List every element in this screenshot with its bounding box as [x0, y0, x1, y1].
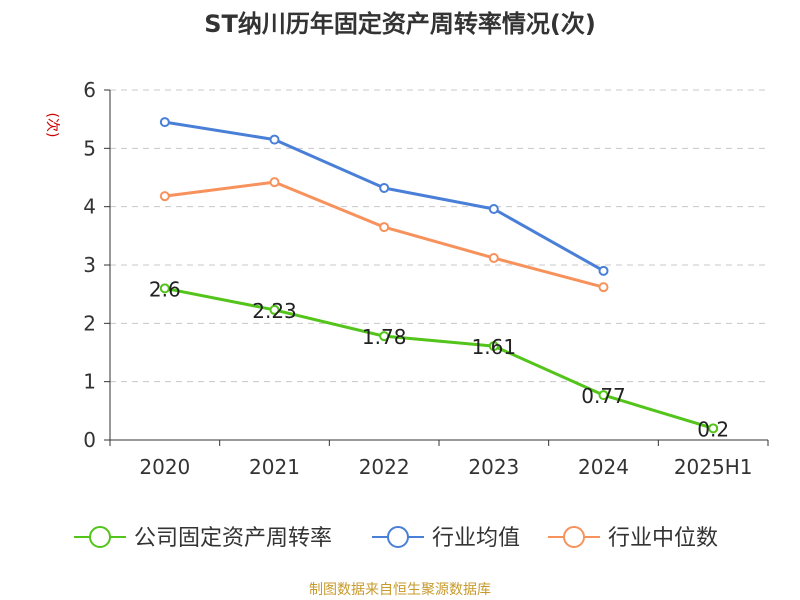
y-axis-label: (次): [44, 113, 60, 138]
series-3: [159, 177, 609, 293]
legend-marker: [89, 526, 111, 548]
data-label: 0.2: [697, 417, 729, 441]
y-tick-label: 5: [83, 136, 96, 160]
y-tick-label: 6: [83, 78, 96, 102]
data-point: [159, 117, 170, 128]
data-point: [379, 183, 390, 193]
source-note: 制图数据来自恒生聚源数据库: [309, 582, 491, 598]
x-tick-label: 2021: [249, 455, 300, 479]
x-tick-label: 2024: [578, 455, 629, 479]
data-point: [269, 177, 280, 188]
legend-item: 行业中位数: [548, 526, 718, 551]
data-point: [598, 282, 609, 293]
legend: 公司固定资产周转率 行业均值 行业中位数: [74, 526, 718, 551]
data-point: [159, 283, 170, 294]
x-tick-label: 2025H1: [674, 455, 753, 479]
series-layer: [159, 117, 719, 434]
legend-label: 行业均值: [432, 526, 520, 551]
data-point: [379, 331, 390, 342]
data-point: [379, 222, 390, 233]
y-tick-label: 3: [83, 253, 96, 277]
y-tick-label: 1: [83, 370, 96, 394]
y-tick-label: 2: [83, 311, 96, 335]
data-point: [598, 265, 609, 276]
data-label: 2.6: [149, 277, 181, 301]
series-1: [159, 283, 719, 434]
data-point: [488, 204, 499, 214]
y-tick-label: 0: [83, 428, 96, 452]
data-point: [488, 253, 499, 263]
data-point: [269, 304, 280, 315]
data-point: [159, 191, 170, 202]
legend-item: 公司固定资产周转率: [74, 526, 332, 551]
legend-item: 行业均值: [372, 526, 520, 551]
axes: 0 1 2 3 4 5 6 2020 2021 2022 2023 2024 2025H1: [83, 78, 769, 479]
data-point: [598, 390, 609, 401]
series-line: [164, 286, 714, 430]
legend-label: 行业中位数: [608, 526, 718, 551]
x-tick-label: 2020: [139, 455, 190, 479]
data-point: [708, 423, 719, 434]
data-point: [269, 134, 280, 145]
data-label: 0.77: [581, 384, 626, 408]
x-tick-label: 2022: [359, 455, 410, 479]
data-label: 2.23: [252, 299, 297, 323]
x-tick-label: 2023: [468, 455, 519, 479]
legend-marker: [563, 526, 585, 548]
grid-lines: [110, 89, 768, 383]
y-tick-label: 4: [83, 195, 96, 219]
series-2: [159, 117, 609, 276]
legend-label: 公司固定资产周转率: [134, 526, 332, 551]
data-point: [488, 341, 499, 352]
data-label: 1.61: [472, 335, 517, 359]
series-line: [164, 120, 605, 273]
legend-marker: [387, 526, 409, 548]
data-label: 1.78: [362, 325, 407, 349]
data-labels: 2.6 2.23 1.78 1.61 0.77 0.2: [149, 277, 729, 441]
chart-title: ST纳川历年固定资产周转率情况(次): [204, 10, 596, 38]
